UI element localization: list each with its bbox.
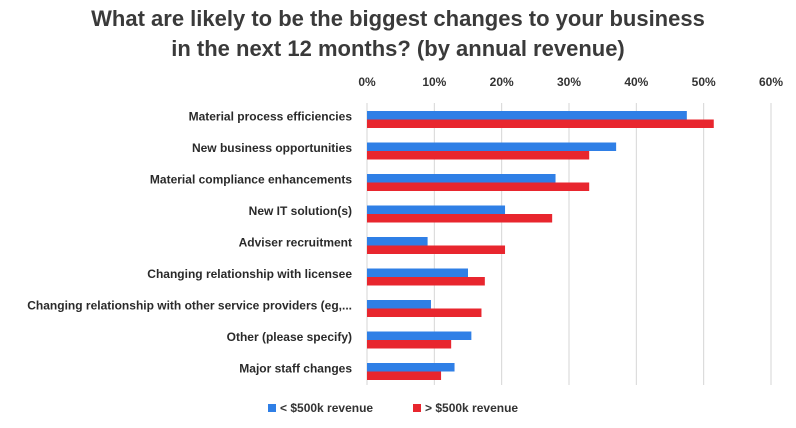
x-tick-label: 0% [358, 75, 376, 89]
chart-title-line-1: What are likely to be the biggest change… [91, 6, 705, 31]
chart-title-line-2: in the next 12 months? (by annual revenu… [171, 36, 625, 61]
bar-under-500k [367, 237, 428, 246]
category-label: Changing relationship with licensee [147, 267, 352, 281]
category-label: Material compliance enhancements [150, 173, 352, 187]
bar-under-500k [367, 363, 455, 372]
bar-over-500k [367, 308, 482, 317]
bar-under-500k [367, 142, 617, 151]
category-label: Other (please specify) [227, 330, 352, 344]
bar-under-500k [367, 205, 506, 214]
bar-over-500k [367, 277, 485, 286]
category-label: New business opportunities [192, 141, 352, 155]
bar-under-500k [367, 174, 556, 183]
x-tick-label: 50% [692, 75, 716, 89]
legend-label: < $500k revenue [280, 401, 373, 415]
legend-swatch [268, 404, 276, 412]
category-label: Major staff changes [239, 362, 352, 376]
bar-over-500k [367, 340, 452, 349]
category-label: Changing relationship with other service… [27, 299, 352, 313]
category-label: Material process efficiencies [189, 110, 353, 124]
bar-over-500k [367, 182, 590, 191]
bar-over-500k [367, 214, 553, 223]
x-tick-label: 30% [557, 75, 581, 89]
category-label: New IT solution(s) [249, 204, 352, 218]
x-tick-label: 10% [422, 75, 446, 89]
x-tick-label: 20% [490, 75, 514, 89]
x-tick-label: 40% [624, 75, 648, 89]
bar-under-500k [367, 331, 472, 340]
bar-under-500k [367, 300, 431, 309]
legend-label: > $500k revenue [425, 401, 518, 415]
bar-over-500k [367, 119, 714, 128]
bar-under-500k [367, 111, 687, 120]
bar-over-500k [367, 151, 590, 160]
bar-under-500k [367, 268, 468, 277]
chart-title: What are likely to be the biggest change… [0, 4, 796, 64]
bar-over-500k [367, 245, 506, 254]
legend-swatch [413, 404, 421, 412]
bar-over-500k [367, 371, 442, 380]
category-label: Adviser recruitment [239, 236, 352, 250]
x-tick-label: 60% [759, 75, 783, 89]
